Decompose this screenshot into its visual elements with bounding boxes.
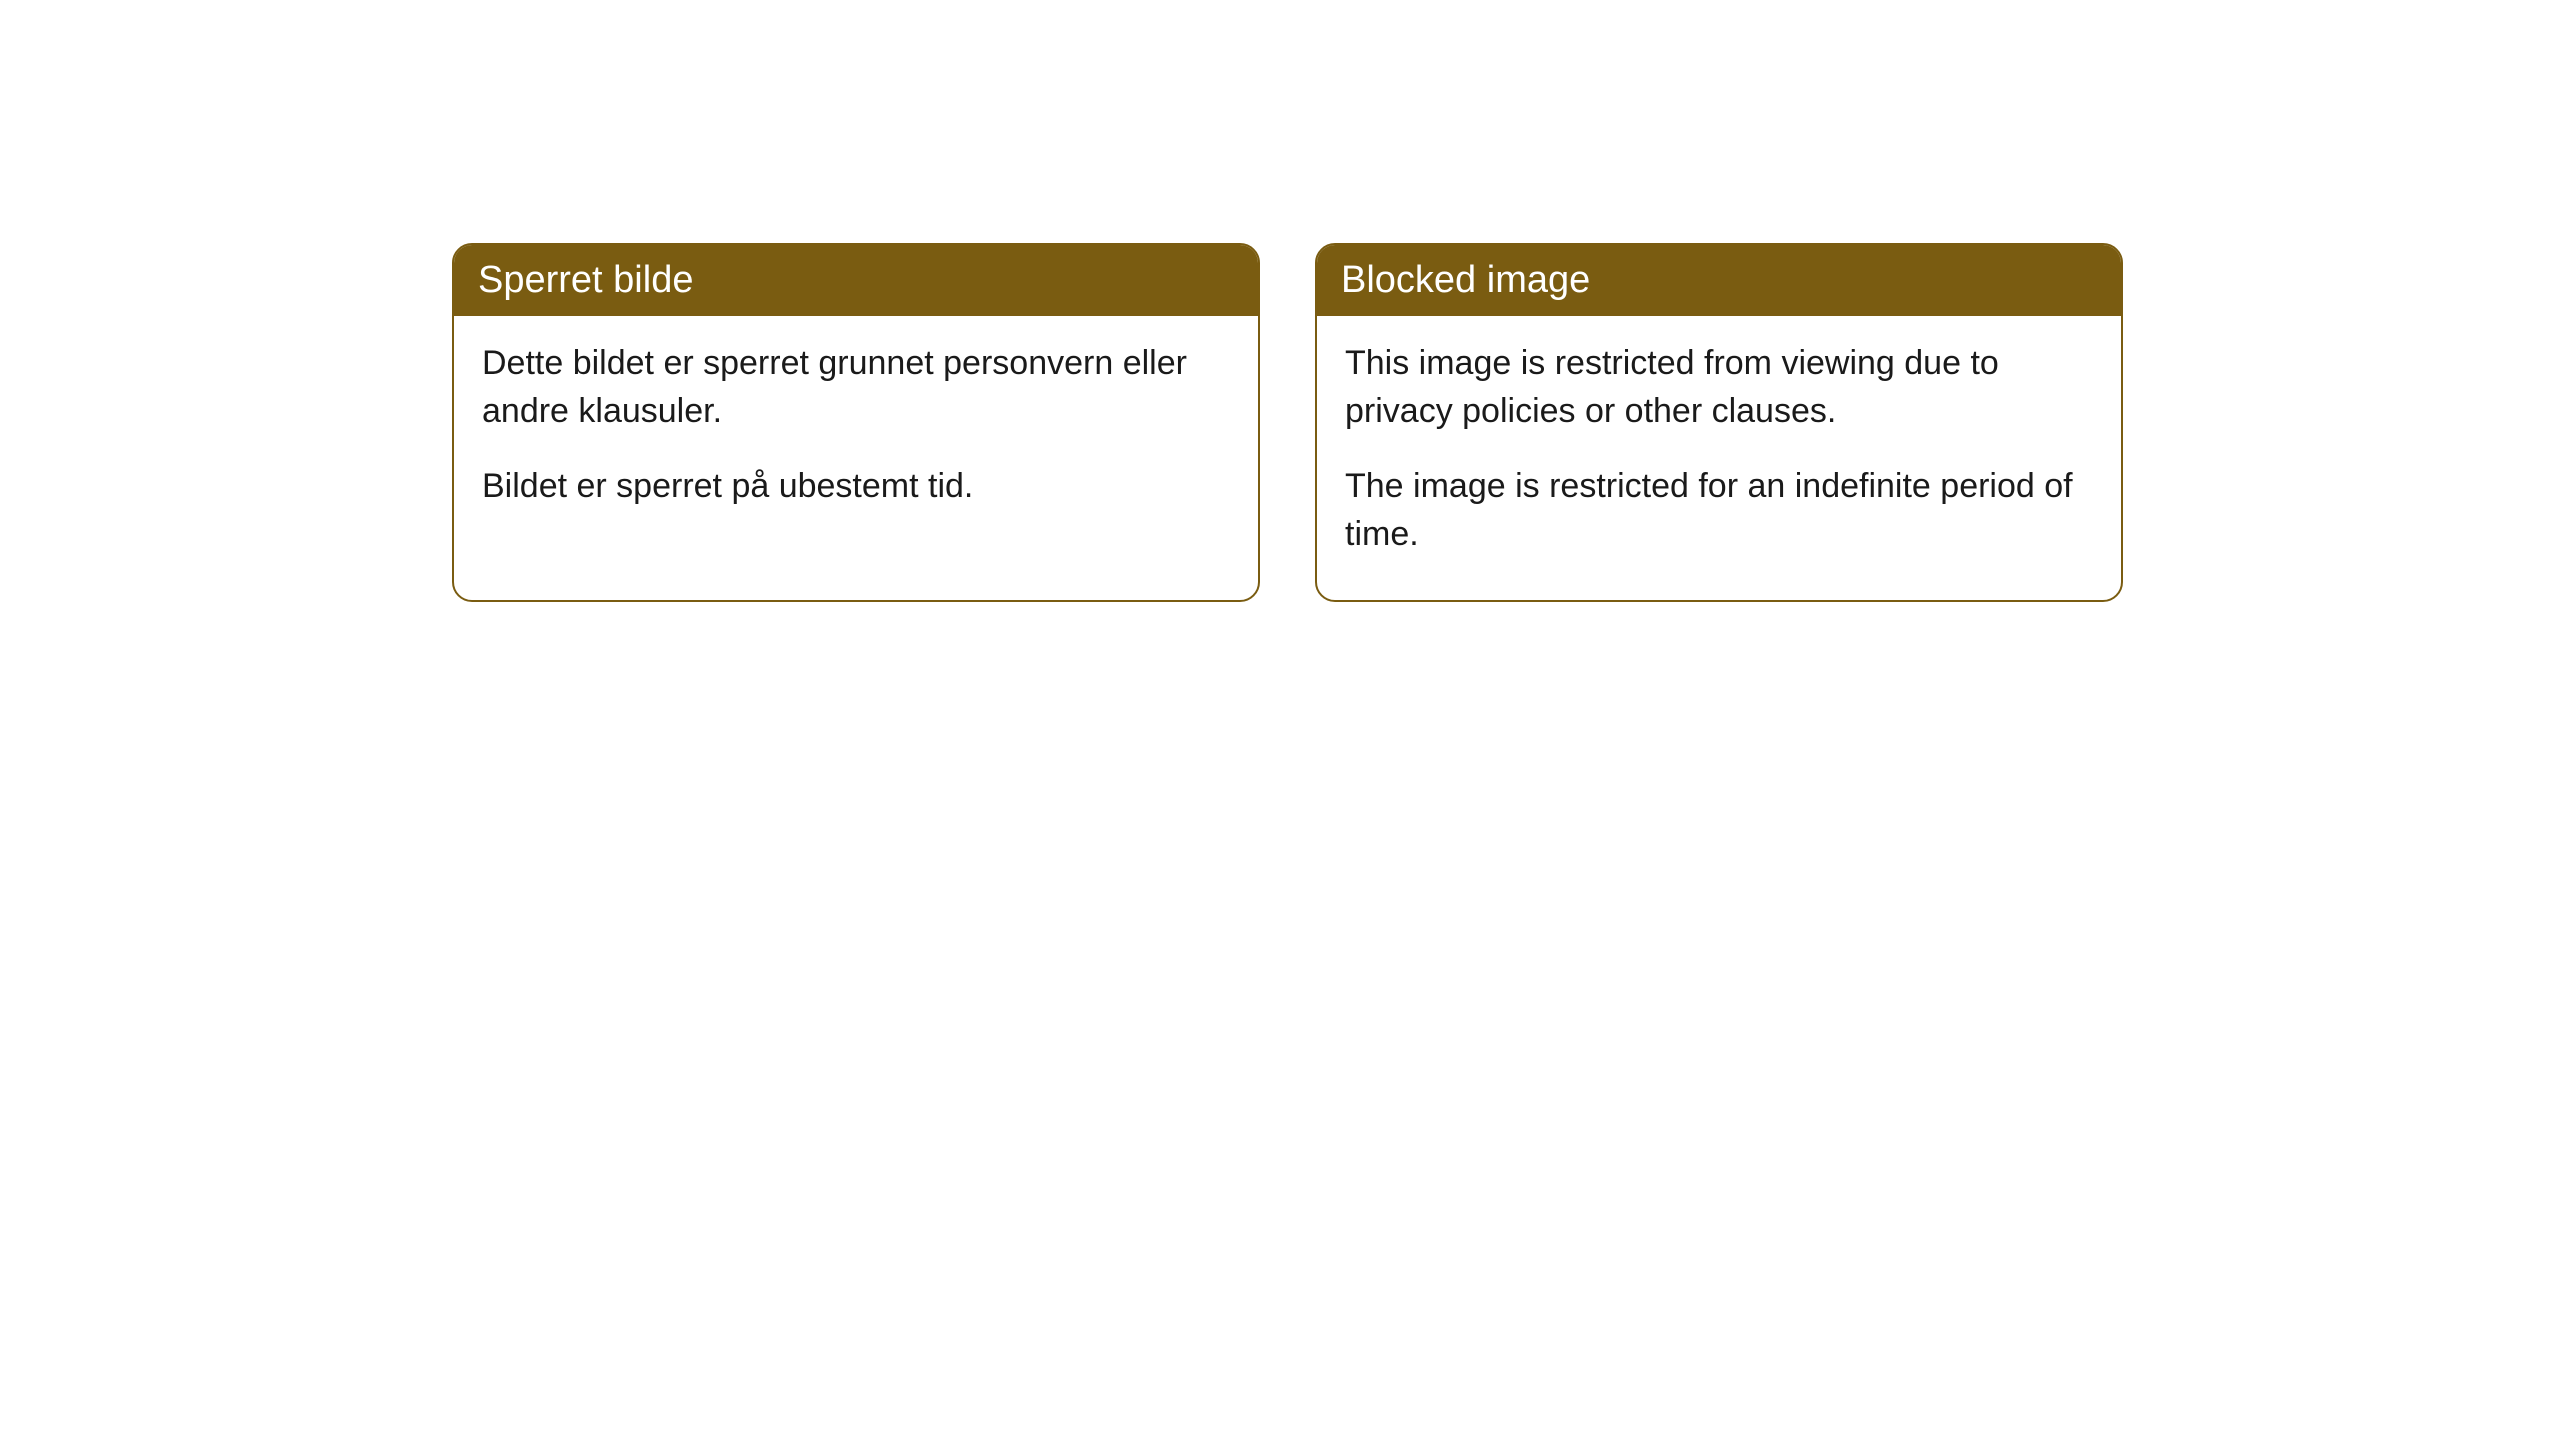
card-paragraph: The image is restricted for an indefinit… bbox=[1345, 463, 2093, 558]
card-paragraph: Dette bildet er sperret grunnet personve… bbox=[482, 340, 1230, 435]
blocked-image-card-norwegian: Sperret bilde Dette bildet er sperret gr… bbox=[452, 243, 1260, 602]
card-title: Sperret bilde bbox=[478, 259, 693, 301]
card-paragraph: This image is restricted from viewing du… bbox=[1345, 340, 2093, 435]
cards-container: Sperret bilde Dette bildet er sperret gr… bbox=[452, 243, 2123, 602]
card-paragraph: Bildet er sperret på ubestemt tid. bbox=[482, 463, 1230, 511]
card-body: This image is restricted from viewing du… bbox=[1317, 316, 2121, 600]
card-header: Blocked image bbox=[1317, 245, 2121, 316]
card-body: Dette bildet er sperret grunnet personve… bbox=[454, 316, 1258, 553]
card-header: Sperret bilde bbox=[454, 245, 1258, 316]
card-title: Blocked image bbox=[1341, 259, 1590, 301]
blocked-image-card-english: Blocked image This image is restricted f… bbox=[1315, 243, 2123, 602]
